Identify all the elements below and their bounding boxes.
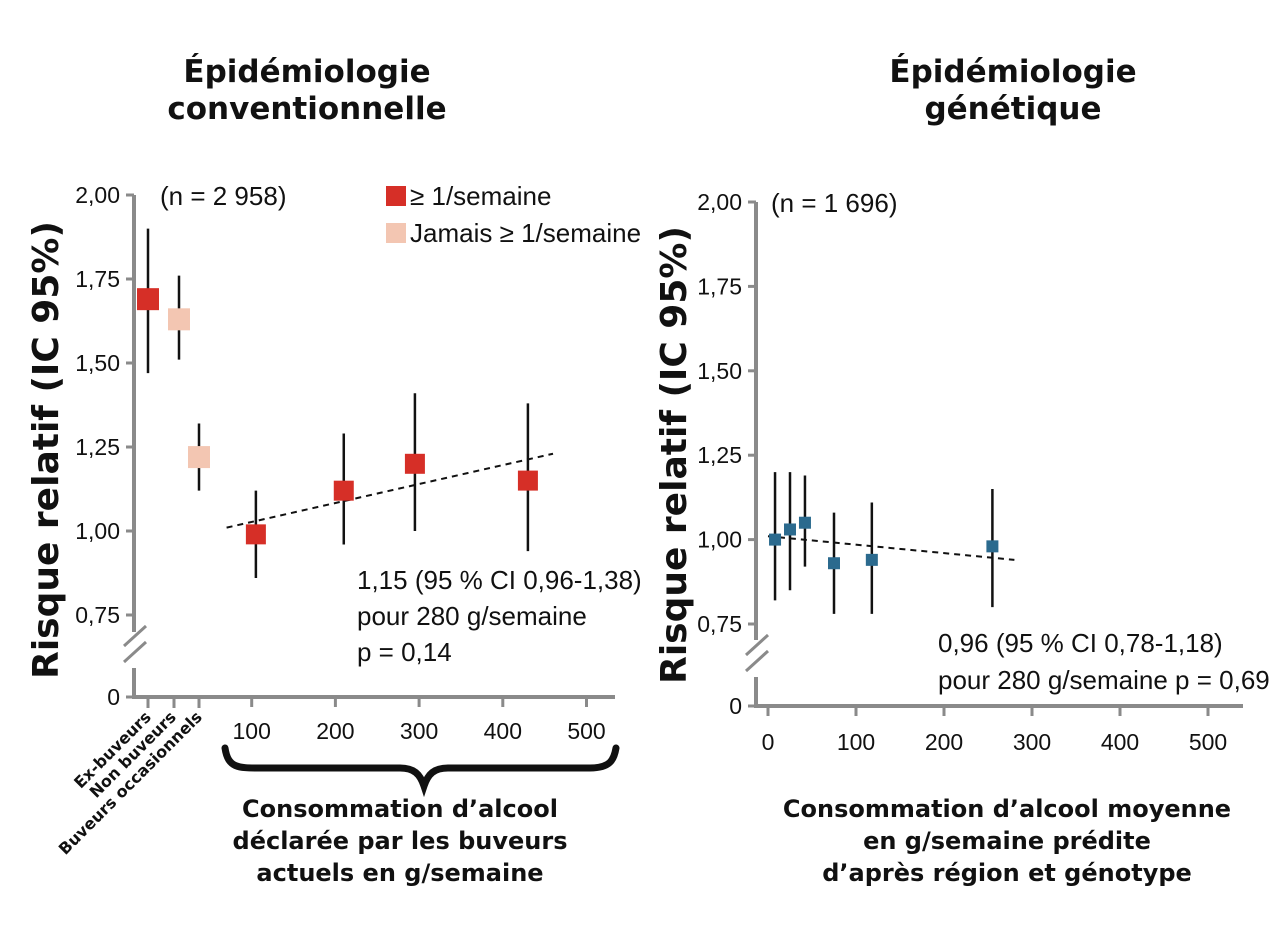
x-axis-label-line-3: actuels en g/semaine <box>256 859 543 887</box>
x-tick-label: 500 <box>1189 729 1227 755</box>
y-ticks: 2,00 1,75 1,50 1,25 1,00 0,75 0 <box>697 189 756 719</box>
y-tick-label: 2,00 <box>697 189 742 215</box>
data-point-square <box>986 540 999 553</box>
panel-title-line-1: Épidémiologie <box>183 54 430 90</box>
data-point-square <box>769 533 782 546</box>
x-axis-label-line-1: Consommation d’alcool <box>242 795 558 823</box>
legend-label-weekly: ≥ 1/semaine <box>410 181 551 211</box>
x-tick-label: 200 <box>925 729 963 755</box>
y-tick-label: 1,00 <box>75 518 120 544</box>
trend-line <box>767 535 1015 561</box>
y-tick-label: 1,75 <box>697 273 742 299</box>
axis-break-mark <box>122 624 148 664</box>
legend-label-never-weekly: Jamais ≥ 1/semaine <box>410 218 641 248</box>
stats-line-2: pour 280 g/semaine <box>357 601 587 631</box>
x-axis-line <box>132 668 615 699</box>
legend-swatch-weekly <box>386 186 406 206</box>
stats-line-2: pour 280 g/semaine p = 0,69 <box>938 665 1270 695</box>
trend-line <box>226 452 554 529</box>
y-tick-label: 2,00 <box>75 182 120 208</box>
sample-size-label: (n = 2 958) <box>160 181 286 211</box>
x-axis-label-line-2: déclarée par les buveurs <box>233 827 568 855</box>
x-ticks: 100 200 300 400 500 <box>233 697 606 744</box>
x-tick-label: 400 <box>1101 729 1139 755</box>
panel-title-line-2: conventionnelle <box>167 91 446 127</box>
x-tick-label: 300 <box>400 718 438 744</box>
stats-line-1: 0,96 (95 % CI 0,78-1,18) <box>938 628 1223 658</box>
data-point-square <box>168 308 190 331</box>
legend: ≥ 1/semaine Jamais ≥ 1/semaine <box>386 181 641 248</box>
x-tick-label: 500 <box>567 718 605 744</box>
x-tick-label: 0 <box>762 729 775 755</box>
data-point-square <box>245 524 266 545</box>
data-point-square <box>333 480 354 501</box>
y-axis-label: Risque relatif (IC 95%) <box>26 221 67 679</box>
panel-conventional: Épidémiologie conventionnelle Risque rel… <box>26 54 642 887</box>
data-point-square <box>188 446 210 469</box>
y-tick-label: 0 <box>107 684 120 710</box>
y-tick-label: 0,75 <box>697 611 742 637</box>
y-tick-label: 0 <box>729 693 742 719</box>
x-tick-label: 300 <box>1013 729 1051 755</box>
x-range-brace <box>221 744 620 798</box>
y-tick-label: 1,00 <box>697 527 742 553</box>
stats-line-1: 1,15 (95 % CI 0,96-1,38) <box>357 565 642 595</box>
axis-break-mark <box>744 633 770 673</box>
x-axis-label-line-3: d’après région et génotype <box>822 859 1192 887</box>
y-tick-label: 1,25 <box>697 442 742 468</box>
y-tick-label: 1,50 <box>697 358 742 384</box>
data-point-square <box>137 288 159 311</box>
x-tick-label: 400 <box>484 718 522 744</box>
data-point-square <box>798 516 811 529</box>
panel-title-line-2: génétique <box>924 91 1101 127</box>
x-axis-label-line-2: en g/semaine prédite <box>863 827 1151 855</box>
x-tick-label: 200 <box>316 718 354 744</box>
data-point-square <box>828 557 840 570</box>
x-tick-label: 100 <box>233 718 271 744</box>
y-ticks: 2,00 1,75 1,50 1,25 1,00 0,75 0 <box>75 182 134 710</box>
legend-swatch-never-weekly <box>386 223 406 243</box>
data-point-square <box>404 453 425 474</box>
x-axis-label-line-1: Consommation d’alcool moyenne <box>783 795 1231 823</box>
sample-size-label: (n = 1 696) <box>771 188 897 218</box>
y-tick-label: 1,75 <box>75 266 120 292</box>
y-tick-label: 1,50 <box>75 350 120 376</box>
stats-line-3: p = 0,14 <box>357 637 452 667</box>
panel-title-line-1: Épidémiologie <box>889 54 1136 90</box>
x-ticks: 0 100 200 300 400 500 <box>762 706 1227 755</box>
data-marks <box>767 472 1015 614</box>
y-axis-label: Risque relatif (IC 95%) <box>654 226 695 684</box>
data-point-square <box>517 470 538 491</box>
category-tick-marks <box>146 697 201 708</box>
data-marks <box>137 228 554 579</box>
y-tick-label: 1,25 <box>75 434 120 460</box>
y-tick-label: 0,75 <box>75 602 120 628</box>
x-tick-label: 100 <box>837 729 875 755</box>
panel-genetic: Épidémiologie génétique Risque relatif (… <box>654 54 1270 887</box>
data-point-square <box>865 553 878 566</box>
data-point-square <box>784 523 796 536</box>
